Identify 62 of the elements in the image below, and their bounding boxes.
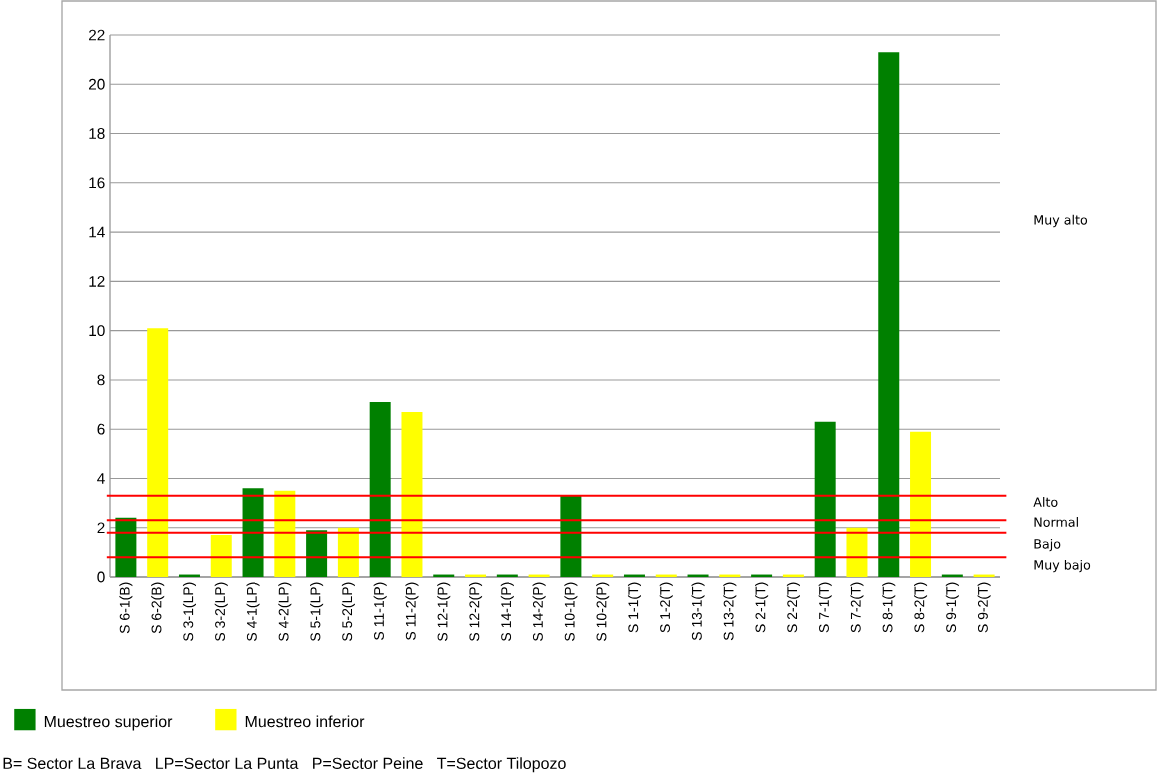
bar	[814, 421, 836, 577]
y-tick-label: 6	[97, 423, 105, 435]
bar	[210, 535, 232, 577]
text: Bajo	[1034, 538, 1061, 552]
bar	[306, 530, 328, 577]
x-tick-label: S 2-2(T)	[786, 582, 800, 633]
x-tick-label: S 13-1(T)	[691, 582, 705, 641]
bar	[560, 495, 582, 577]
y-tick-label: 8	[97, 374, 105, 386]
text: Muy bajo	[1034, 559, 1091, 573]
y-tick-label: 12	[89, 276, 105, 287]
x-tick-label: S 6-1(B)	[119, 582, 133, 634]
x-tick-label: S 9-1(T)	[945, 582, 959, 633]
x-tick-label: S 14-2(P)	[532, 582, 546, 641]
x-tick-label: S 2-1(T)	[755, 582, 769, 633]
y-tick-label: 16	[89, 177, 105, 189]
x-tick-label: S 11-2(P)	[405, 582, 419, 640]
x-tick-label: S 3-1(LP)	[182, 582, 196, 641]
x-tick-label: S 1-2(T)	[659, 582, 673, 633]
x-tick-label: S 4-2(LP)	[278, 582, 292, 641]
x-tick-label: S 11-1(P)	[373, 582, 387, 640]
bar	[878, 52, 900, 577]
x-tick-label: S 5-2(LP)	[341, 582, 355, 641]
bar	[115, 517, 137, 577]
x-tick-label: S 12-2(P)	[469, 582, 483, 641]
bar	[242, 488, 264, 577]
bar	[910, 431, 932, 577]
x-tick-label: S 8-2(T)	[914, 582, 928, 633]
text: Alto	[1033, 497, 1058, 507]
x-tick-label: S 10-1(P)	[564, 582, 578, 641]
x-tick-label: S 3-2(LP)	[214, 582, 228, 641]
y-tick-label: 4	[97, 473, 105, 484]
bar	[147, 328, 169, 577]
text: Normal	[1034, 517, 1078, 527]
x-tick-label: S 7-1(T)	[818, 582, 832, 633]
y-tick-label: 20	[89, 78, 105, 90]
x-tick-label: S 6-2(B)	[151, 582, 165, 634]
x-tick-label: S 10-2(P)	[596, 582, 610, 641]
bar	[401, 411, 423, 577]
y-tick-label: 22	[89, 29, 105, 41]
text: Muy alto	[1034, 214, 1088, 228]
bar	[846, 527, 868, 577]
y-tick-label: 14	[89, 226, 105, 238]
y-tick-label: 2	[97, 522, 105, 534]
bar	[337, 527, 359, 577]
x-tick-label: S 5-1(LP)	[310, 582, 324, 641]
bar	[274, 490, 296, 577]
x-tick-label: S 13-2(T)	[723, 582, 737, 641]
x-tick-label: S 1-1(T)	[627, 582, 641, 633]
x-tick-label: S 8-1(T)	[882, 582, 896, 633]
legend-label: Muestreo superior	[44, 715, 173, 731]
x-tick-label: S 9-2(T)	[977, 582, 991, 633]
bar	[369, 402, 391, 577]
x-tick-label: S 12-1(P)	[437, 582, 451, 641]
text: B= Sector La Brava LP=Sector La Punta P=Sector Peine T=Sector Tilopozo	[3, 757, 566, 773]
y-tick-label: 0	[97, 571, 105, 583]
x-tick-label: S 7-2(T)	[850, 582, 864, 633]
y-tick-label: 18	[89, 128, 105, 139]
x-tick-label: S 4-1(LP)	[246, 582, 260, 641]
y-tick-label: 10	[89, 325, 105, 337]
x-tick-label: S 14-1(P)	[500, 582, 514, 641]
legend-label: Muestreo inferior	[245, 715, 365, 728]
